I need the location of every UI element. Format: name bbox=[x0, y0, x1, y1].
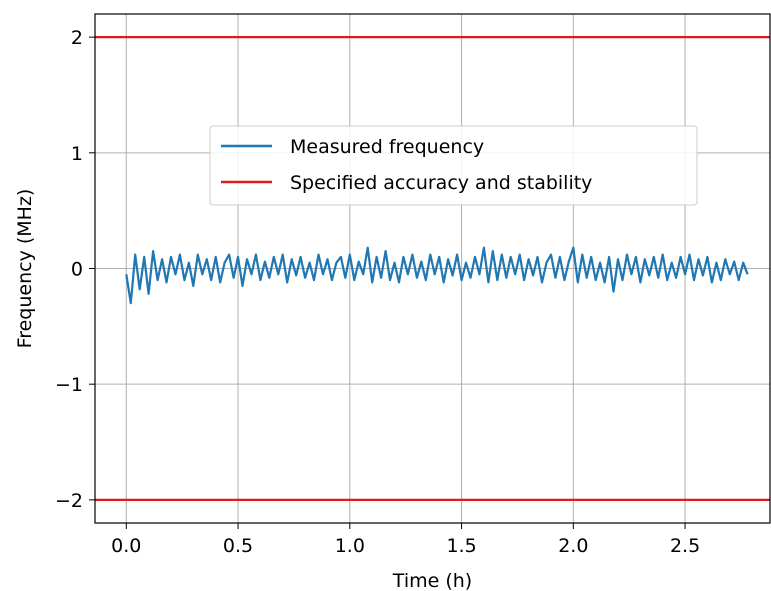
y-tick-label-1: −1 bbox=[55, 374, 83, 396]
y-tick-label-4: 2 bbox=[71, 27, 83, 49]
y-tick-label-3: 1 bbox=[71, 143, 83, 165]
x-tick-label-2: 1.0 bbox=[335, 535, 365, 557]
legend-box bbox=[209, 125, 698, 206]
y-tick-label-2: 0 bbox=[71, 259, 83, 281]
legend-label-specified: Specified accuracy and stability bbox=[290, 172, 592, 194]
x-tick-label-4: 2.0 bbox=[558, 535, 588, 557]
x-tick-label-0: 0.0 bbox=[111, 535, 141, 557]
reference-lines bbox=[95, 36, 770, 501]
y-axis-label: Frequency (MHz) bbox=[14, 189, 36, 349]
measured-frequency-line bbox=[125, 246, 749, 305]
x-tick-label-3: 1.5 bbox=[446, 535, 476, 557]
x-axis-label: Time (h) bbox=[392, 570, 472, 591]
x-tick-label-5: 2.5 bbox=[670, 535, 700, 557]
legend: Measured frequency Specified accuracy an… bbox=[209, 125, 698, 206]
legend-label-measured: Measured frequency bbox=[290, 136, 484, 158]
x-axis: 0.0 0.5 1.0 1.5 2.0 2.5 bbox=[111, 523, 700, 557]
y-tick-label-0: −2 bbox=[55, 490, 83, 512]
x-tick-label-1: 0.5 bbox=[223, 535, 253, 557]
y-axis: −2 −1 0 1 2 bbox=[55, 27, 95, 512]
